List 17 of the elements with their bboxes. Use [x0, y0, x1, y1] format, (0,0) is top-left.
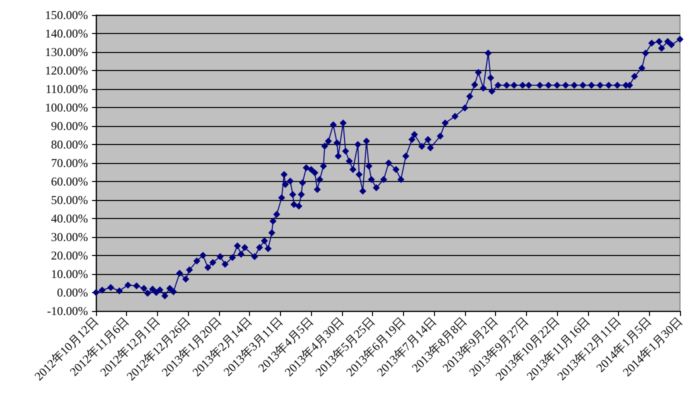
y-tick-label: 70.00%	[51, 156, 88, 170]
y-tick-label: 130.00%	[45, 45, 88, 59]
y-tick-label: 30.00%	[51, 230, 88, 244]
y-tick-label: 0.00%	[57, 286, 88, 300]
y-tick-label: 100.00%	[45, 100, 88, 114]
y-tick-label: 110.00%	[45, 82, 88, 96]
y-tick-label: 40.00%	[51, 212, 88, 226]
y-tick-label: 150.00%	[45, 8, 88, 22]
y-tick-label: -10.00%	[47, 304, 88, 318]
y-tick-label: 50.00%	[51, 193, 88, 207]
y-tick-label: 80.00%	[51, 138, 88, 152]
y-tick-label: 120.00%	[45, 64, 88, 78]
y-tick-label: 140.00%	[45, 26, 88, 40]
y-tick-label: 10.00%	[51, 267, 88, 281]
y-tick-label: 60.00%	[51, 174, 88, 188]
y-tick-label: 20.00%	[51, 248, 88, 262]
y-tick-label: 90.00%	[51, 119, 88, 133]
